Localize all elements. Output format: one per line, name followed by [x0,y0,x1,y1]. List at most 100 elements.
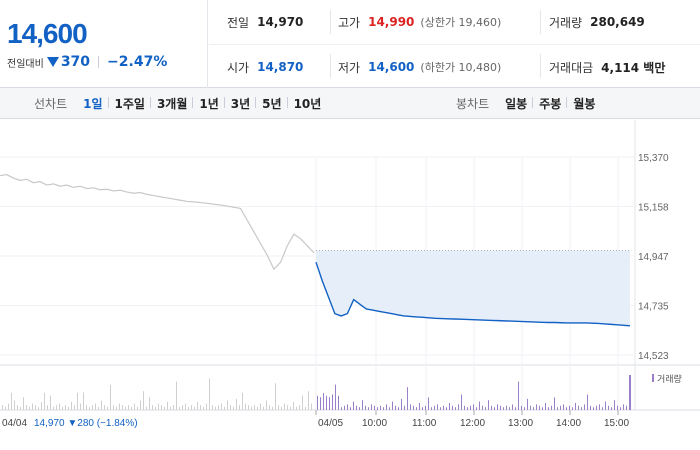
volume-bar [116,406,117,410]
volume-bar [608,405,609,410]
y-tick-label: 14,735 [638,302,669,313]
candle-daily[interactable]: 일봉 [505,97,528,111]
volume-bar [470,405,471,410]
x-tick-label: 15:00 [604,418,629,429]
x-tick-label: 10:00 [362,418,387,429]
volume-bar [566,407,567,410]
x-tick-label: 04/05 [318,418,343,429]
period-3y[interactable]: 3년 [223,95,256,112]
x-tick-label: 12:00 [460,418,485,429]
volume-bar [389,407,390,410]
divider [330,10,331,34]
volume-bar [467,407,468,410]
volume-bar [221,403,222,410]
volume-bar [26,405,27,410]
period-1y[interactable]: 1년 [192,95,224,112]
volume-bar [446,407,447,410]
quote-panel: 14,600 전일대비 370 −2.47% 전일 14,970 고가 14,9… [0,0,700,88]
volume-bar [602,407,603,410]
volume-bar [320,397,321,410]
candle-monthly[interactable]: 월봉 [566,95,601,112]
volume-bar [407,387,408,410]
volume-bar [596,405,597,410]
volume-bar [521,405,522,410]
volume-bar [260,403,261,410]
volume-bar [56,405,57,410]
price-change: 전일대비 370 −2.47% [7,54,167,70]
x-tick-label: 13:00 [508,418,533,429]
period-5y[interactable]: 5년 [255,95,287,112]
candle-chart-periods: 봉차트 일봉 주봉 월봉 [456,88,601,119]
period-3m[interactable]: 3개월 [149,95,193,112]
volume-bar [197,402,198,410]
volume-bar [494,407,495,410]
chart-toolbar: 선차트 1일 1주일 3개월 1년 3년 5년 10년 봉차트 일봉 주봉 월봉 [0,88,700,119]
volume-bar [623,404,624,410]
period-1d[interactable]: 1일 [83,97,103,111]
volume-bar [545,403,546,410]
volume-bar [377,407,378,410]
volume-bar [242,392,243,410]
volume-bar [170,406,171,410]
volume-bar [587,394,588,410]
change-percent: −2.47% [107,54,168,70]
intraday-price-chart[interactable]: 15,370 15,158 14,947 14,735 14,523 04/05 10:00… [0,120,700,450]
volume-bar [218,405,219,410]
today-price-area [316,250,630,326]
volume-bar [563,404,564,410]
volume-bar [455,407,456,410]
volume-bar [209,378,210,410]
volume-bar [20,406,21,410]
prev-day-label: 04/04 [2,418,27,429]
volume-bar [404,405,405,410]
volume-bar [305,406,306,410]
volume-bar [620,407,621,410]
volume-bar [47,405,48,410]
line-chart-title: 선차트 [34,97,68,111]
volume-bar [281,406,282,410]
volume-bar [518,381,519,410]
change-value: 370 [60,54,91,70]
volume-bar [191,405,192,410]
volume-bar [398,407,399,410]
volume-bar [137,406,138,410]
volume-bar [194,406,195,410]
volume-bar [572,407,573,410]
candle-weekly[interactable]: 주봉 [532,95,567,112]
volume-bar [338,395,339,410]
volume-bar [473,404,474,410]
volume-bar [503,407,504,410]
volume-bar [332,394,333,410]
volume-bar [308,391,309,410]
volume-bar [44,392,45,410]
volume-bar [101,400,102,410]
volume-bar [515,407,516,410]
volume-bar [482,405,483,410]
volume-bar [539,405,540,410]
volume-bar [227,400,228,410]
period-10y[interactable]: 10년 [286,95,328,112]
volume-bar [449,403,450,410]
volume-bar [131,406,132,410]
volume-bar [53,406,54,410]
volume-bar [476,407,477,410]
volume-bar [239,405,240,410]
volume-bar [497,404,498,410]
volume-bar [215,406,216,410]
volume-bar [506,405,507,410]
volume-bar [206,403,207,410]
volume-bar [425,405,426,410]
volume-bar [626,405,627,410]
volume-bar [65,405,66,410]
volume-bar [317,395,318,410]
volume-bar [11,392,12,410]
volume-bar [437,404,438,410]
period-1w[interactable]: 1주일 [107,95,151,112]
volume-bar [230,405,231,410]
volume-bar [434,405,435,410]
today-price-line [315,261,631,327]
volume-bar [188,406,189,410]
volume-bar [542,407,543,410]
volume-legend-label: 거래량 [657,373,682,385]
y-tick-label: 14,947 [638,252,669,263]
